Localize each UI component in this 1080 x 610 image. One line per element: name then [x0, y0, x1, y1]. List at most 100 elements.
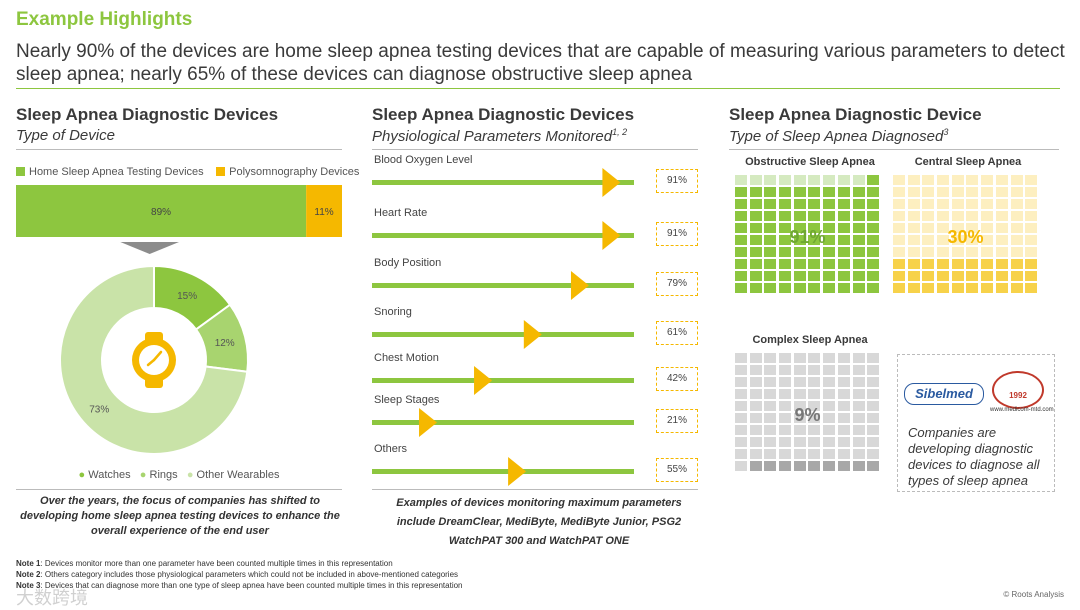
- waffle-cell: [793, 401, 806, 411]
- waffle-cell: [808, 425, 821, 435]
- waffle-cell: [749, 223, 762, 233]
- waffle-cell: [764, 377, 777, 387]
- waffle-cell: [907, 259, 920, 269]
- waffle-panel: Obstructive Sleep Apnea 91%: [735, 156, 885, 293]
- copyright: © Roots Analysis: [1003, 590, 1064, 599]
- waffle-cell: [808, 187, 821, 197]
- param-row: Chest Motion 42%: [372, 350, 702, 398]
- waffle-cell: [1010, 187, 1023, 197]
- waffle-cell: [779, 461, 792, 471]
- waffle-cell: [852, 259, 865, 269]
- waffle-cell: [867, 223, 880, 233]
- waffle-cell: [995, 211, 1008, 221]
- waffle-cell: [937, 199, 950, 209]
- param-row: Snoring 61%: [372, 304, 702, 352]
- waffle-cell: [1010, 211, 1023, 221]
- waffle-cell: [749, 461, 762, 471]
- param-row: Blood Oxygen Level 91%: [372, 152, 702, 200]
- param-bar: [372, 271, 634, 300]
- waffle-cell: [893, 211, 905, 221]
- param-track: [372, 332, 634, 337]
- waffle-cell: [779, 449, 792, 459]
- param-value: 55%: [656, 458, 698, 482]
- legend-watches: Watches: [88, 469, 131, 481]
- waffle-cell: [793, 389, 806, 399]
- waffle-cell: [937, 259, 950, 269]
- waffle-cell: [808, 211, 821, 221]
- waffle-cell: [779, 389, 792, 399]
- waffle-cell: [808, 389, 821, 399]
- waffle-cell: [837, 235, 850, 245]
- legend-psg: Polysomnography Devices: [229, 165, 360, 178]
- waffle-cell: [951, 223, 964, 233]
- waffle-cell: [764, 401, 777, 411]
- param-marker: [508, 457, 527, 486]
- waffle-label: Central Sleep Apnea: [914, 156, 1022, 168]
- waffle-cell: [966, 259, 979, 269]
- waffle-cell: [823, 365, 836, 375]
- waffle-cell: [735, 461, 747, 471]
- waffle-cell: [837, 425, 850, 435]
- waffle-cell: [779, 187, 792, 197]
- waffle-cell: [808, 413, 821, 423]
- param-marker: [523, 320, 542, 349]
- waffle-cell: [951, 211, 964, 221]
- waffle-cell: [808, 223, 821, 233]
- param-label: Chest Motion: [374, 352, 439, 364]
- legend-swatch-home: [16, 167, 25, 177]
- waffle-cell: [951, 247, 964, 257]
- waffle-cell: [995, 271, 1008, 281]
- waffle-cell: [793, 425, 806, 435]
- waffle-cell: [793, 211, 806, 221]
- waffle-cell: [823, 401, 836, 411]
- waffle-cell: [808, 175, 821, 185]
- waffle-cell: [837, 223, 850, 233]
- medicom-logo: 1992: [992, 371, 1044, 409]
- waffle-cell: [893, 283, 905, 293]
- stack-label-1: 11%: [314, 207, 333, 218]
- section2-subtitle: Physiological Parameters Monitored1, 2: [372, 127, 628, 145]
- waffle-cell: [749, 389, 762, 399]
- companies-box: Sibelmed 1992 www.medicom-mtd.com Compan…: [897, 354, 1055, 492]
- watch-icon: [132, 332, 176, 388]
- waffle-cell: [852, 199, 865, 209]
- waffle-cell: [951, 187, 964, 197]
- waffle-cell: [937, 223, 950, 233]
- waffle-cell: [966, 187, 979, 197]
- section2-title: Sleep Apnea Diagnostic Devices: [372, 105, 635, 124]
- waffle-cell: [951, 271, 964, 281]
- waffle-cell: [852, 425, 865, 435]
- param-label: Heart Rate: [374, 207, 428, 219]
- waffle-cell: [823, 223, 836, 233]
- waffle-cell: [735, 353, 747, 363]
- waffle-cell: [779, 365, 792, 375]
- param-track: [372, 378, 634, 383]
- waffle-cell: [735, 223, 747, 233]
- waffle-cell: [823, 187, 836, 197]
- waffle-cell: [823, 211, 836, 221]
- donut-legend: ● Watches ● Rings ● Other Wearables: [78, 469, 280, 481]
- waffle-cell: [808, 247, 821, 257]
- waffle-cell: [735, 377, 747, 387]
- param-bar: [372, 168, 634, 197]
- waffle-cell: [735, 365, 747, 375]
- waffle-cell: [808, 283, 821, 293]
- waffle-cell: [1025, 235, 1038, 245]
- waffle-cell: [981, 235, 994, 245]
- waffle-cell: [823, 425, 836, 435]
- waffle-cell: [981, 199, 994, 209]
- param-row: Heart Rate 91%: [372, 205, 702, 253]
- waffle-cell: [779, 377, 792, 387]
- waffle-cell: [1025, 187, 1038, 197]
- waffle-cell: [893, 175, 905, 185]
- waffle-cell: [808, 271, 821, 281]
- waffle-grid: 91%: [735, 175, 880, 293]
- waffle-cell: [764, 425, 777, 435]
- waffle-cell: [808, 449, 821, 459]
- waffle-cell: [1010, 235, 1023, 245]
- param-row: Others 55%: [372, 441, 702, 489]
- waffle-cell: [735, 175, 747, 185]
- waffle-cell: [779, 211, 792, 221]
- waffle-cell: [793, 449, 806, 459]
- section1-rule: [16, 149, 342, 150]
